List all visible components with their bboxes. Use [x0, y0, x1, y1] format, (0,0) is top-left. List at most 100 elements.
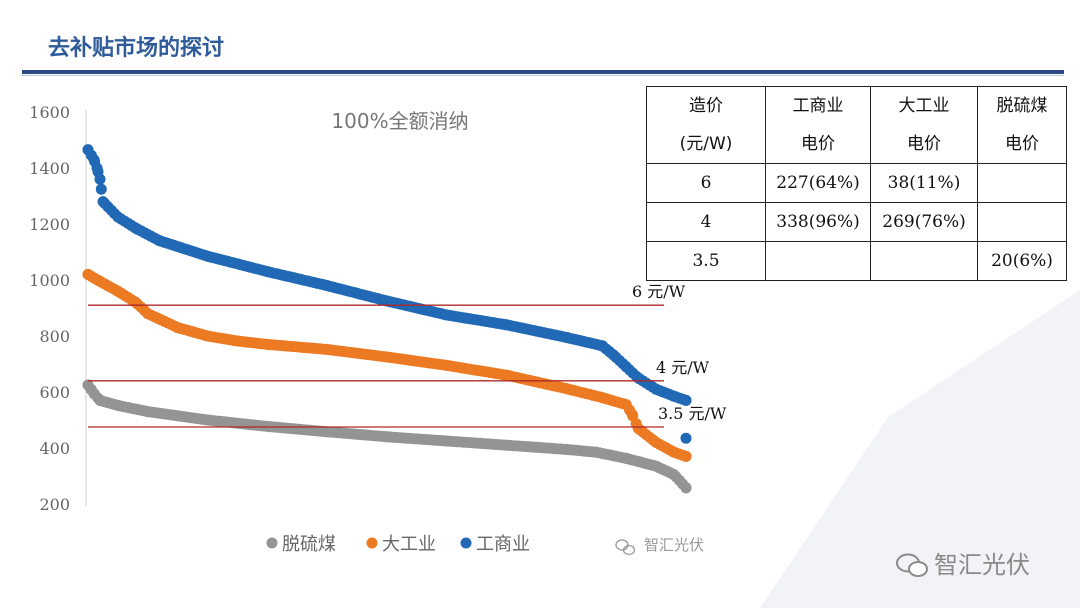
data-point — [620, 452, 632, 464]
data-point — [88, 154, 100, 166]
table-cell: 4 — [646, 202, 766, 242]
legend-label: 大工业 — [382, 534, 436, 555]
data-table: 造价 工商业 大工业 脱硫煤 (元/W) 电价 电价 电价 6 227(64%) 38(11%) 4 3… — [646, 86, 1067, 281]
y-tick-label: 1000 — [29, 271, 70, 290]
wechat-icon — [615, 539, 636, 556]
series-工商业 — [82, 144, 692, 444]
chart-title: 100%全额消纳 — [331, 109, 468, 133]
data-point — [501, 439, 513, 451]
legend-item: 脱硫煤 — [266, 534, 336, 555]
series-脱硫煤 — [82, 379, 692, 494]
table-cell: 6 — [646, 163, 766, 203]
table-cell: 227(64%) — [765, 163, 871, 203]
table-cell: 3.5 — [646, 241, 766, 281]
y-tick-label: 200 — [39, 495, 70, 514]
data-point — [94, 173, 106, 185]
data-point — [668, 446, 680, 458]
legend-item: 工商业 — [460, 534, 530, 555]
data-point — [130, 296, 142, 308]
data-point — [501, 369, 513, 381]
legend: 脱硫煤 大工业 工商业 — [266, 534, 530, 555]
data-point — [590, 446, 602, 458]
data-point — [95, 183, 107, 195]
data-point — [441, 435, 453, 447]
reference-lines: 6 元/W 4 元/W 3.5 元/W — [88, 282, 727, 428]
footer-logo: 智汇光伏 — [896, 545, 1030, 580]
data-point — [82, 268, 94, 280]
chart-panel: 1600 1400 1200 1000 800 600 400 200 6 元/W 4 元/W 3… — [10, 88, 738, 575]
table-cell: 38(11%) — [870, 163, 978, 203]
legend-marker — [460, 537, 472, 549]
table-header-cell: 大工业 — [870, 86, 978, 125]
y-tick-label: 1600 — [29, 103, 70, 122]
reference-line-label: 4 元/W — [656, 358, 710, 377]
table-cell — [977, 202, 1067, 242]
legend-item: 大工业 — [366, 534, 436, 555]
data-point — [596, 340, 608, 352]
data-point — [202, 414, 214, 426]
watermark: 智汇光伏 — [644, 536, 704, 554]
data-point — [202, 330, 214, 342]
table-cell: 269(76%) — [870, 202, 978, 242]
data-point — [130, 222, 142, 234]
table-header-cell: 脱硫煤 — [977, 86, 1067, 125]
data-point — [650, 383, 662, 395]
slide-title: 去补贴市场的探讨 — [48, 36, 225, 61]
data-point — [94, 394, 106, 406]
legend-label: 脱硫煤 — [282, 534, 336, 555]
data-point — [650, 460, 662, 472]
title-rule-thin — [22, 75, 1064, 76]
table-header-cell: 工商业 — [765, 86, 871, 125]
data-point — [321, 426, 333, 438]
data-point — [620, 399, 632, 411]
y-tick-label: 1400 — [29, 159, 70, 178]
legend-marker — [266, 537, 278, 549]
data-point — [94, 275, 106, 287]
data-point — [82, 144, 94, 156]
data-point — [142, 406, 154, 418]
data-point — [142, 308, 154, 320]
title-rule — [22, 70, 1064, 74]
y-tick-label: 1200 — [29, 215, 70, 234]
y-tick-label: 800 — [39, 327, 70, 346]
data-point — [620, 361, 632, 373]
data-point — [321, 280, 333, 292]
data-point — [626, 408, 638, 420]
legend-label: 工商业 — [476, 534, 530, 555]
data-point — [112, 211, 124, 223]
table-cell — [977, 163, 1067, 203]
table-header-cell: 电价 — [870, 125, 978, 164]
data-point — [560, 383, 572, 395]
data-point — [441, 359, 453, 371]
data-point — [261, 338, 273, 350]
data-point — [232, 335, 243, 347]
data-point — [321, 343, 333, 355]
data-point — [680, 450, 692, 462]
table-cell: 338(96%) — [765, 202, 871, 242]
data-point — [560, 331, 572, 343]
legend-marker — [366, 537, 378, 549]
data-point — [172, 322, 184, 334]
data-point — [261, 266, 273, 278]
data-point — [501, 319, 513, 331]
data-point — [112, 399, 124, 411]
data-point — [650, 436, 662, 448]
data-point — [154, 235, 166, 247]
data-point — [680, 432, 692, 444]
data-point — [381, 431, 393, 443]
series-大工业 — [82, 268, 692, 462]
data-point — [632, 422, 644, 434]
table-cell — [765, 241, 871, 281]
data-point — [97, 196, 109, 208]
table-header-cell: 造价 — [646, 86, 766, 125]
data-point — [441, 309, 453, 321]
y-axis-ticks: 1600 1400 1200 1000 800 600 400 200 — [29, 103, 70, 514]
reference-line-label: 6 元/W — [632, 282, 686, 301]
y-tick-label: 400 — [39, 439, 70, 458]
data-point — [668, 469, 680, 481]
data-point — [680, 482, 692, 494]
data-point — [381, 295, 393, 307]
table-header-cell: (元/W) — [646, 125, 766, 164]
table-cell: 20(6%) — [977, 241, 1067, 281]
table-header-cell: 电价 — [765, 125, 871, 164]
